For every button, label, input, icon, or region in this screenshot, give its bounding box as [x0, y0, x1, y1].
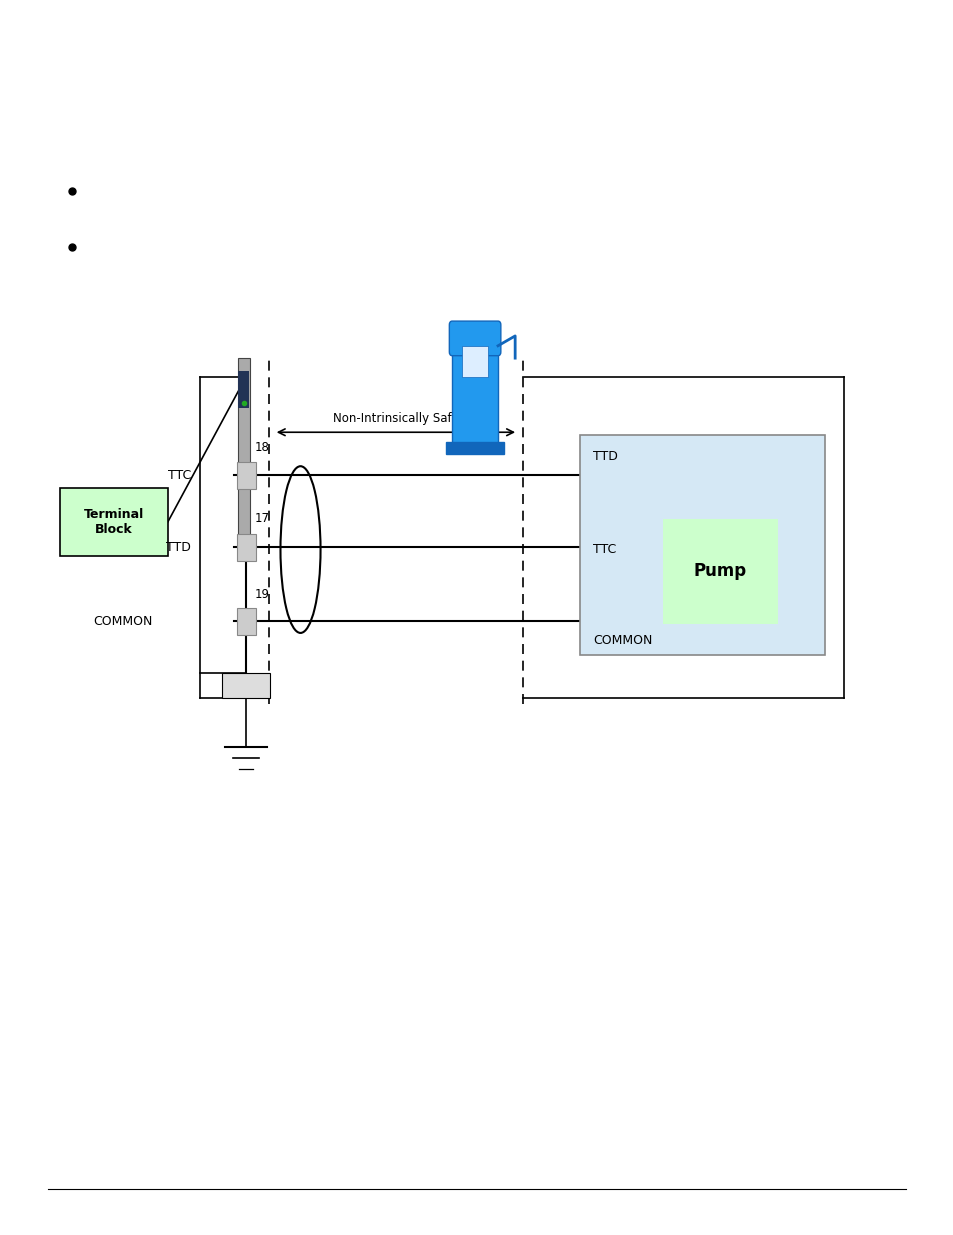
FancyBboxPatch shape [461, 346, 488, 377]
FancyBboxPatch shape [452, 352, 497, 445]
FancyBboxPatch shape [60, 488, 168, 556]
Text: COMMON: COMMON [593, 635, 652, 647]
Text: 19: 19 [254, 588, 270, 600]
Text: 17: 17 [254, 513, 270, 525]
FancyBboxPatch shape [446, 442, 503, 454]
FancyBboxPatch shape [236, 534, 255, 561]
Text: COMMON: COMMON [93, 615, 152, 627]
FancyBboxPatch shape [662, 519, 777, 624]
Text: TTD: TTD [593, 451, 618, 463]
Text: Pump: Pump [693, 562, 746, 580]
FancyBboxPatch shape [222, 673, 270, 698]
FancyBboxPatch shape [449, 321, 500, 356]
Text: TTC: TTC [593, 543, 616, 556]
FancyBboxPatch shape [579, 435, 824, 655]
Text: 18: 18 [254, 441, 270, 453]
FancyBboxPatch shape [236, 462, 255, 489]
Text: TTC: TTC [168, 469, 191, 482]
FancyBboxPatch shape [236, 608, 255, 635]
Text: TTD: TTD [166, 541, 191, 553]
FancyBboxPatch shape [238, 370, 249, 408]
Text: Non-Intrinsically Safe: Non-Intrinsically Safe [333, 411, 458, 425]
Text: Terminal
Block: Terminal Block [84, 508, 144, 536]
FancyBboxPatch shape [237, 358, 250, 537]
